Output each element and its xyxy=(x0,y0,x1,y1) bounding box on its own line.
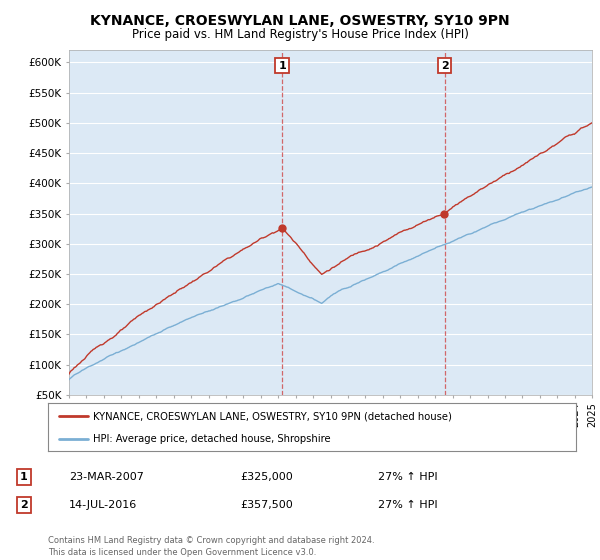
Text: KYNANCE, CROESWYLAN LANE, OSWESTRY, SY10 9PN: KYNANCE, CROESWYLAN LANE, OSWESTRY, SY10… xyxy=(90,14,510,28)
Text: £325,000: £325,000 xyxy=(240,472,293,482)
Text: 23-MAR-2007: 23-MAR-2007 xyxy=(69,472,144,482)
Text: KYNANCE, CROESWYLAN LANE, OSWESTRY, SY10 9PN (detached house): KYNANCE, CROESWYLAN LANE, OSWESTRY, SY10… xyxy=(93,411,452,421)
Text: Price paid vs. HM Land Registry's House Price Index (HPI): Price paid vs. HM Land Registry's House … xyxy=(131,28,469,41)
Text: HPI: Average price, detached house, Shropshire: HPI: Average price, detached house, Shro… xyxy=(93,434,331,444)
Text: 1: 1 xyxy=(20,472,28,482)
Text: 14-JUL-2016: 14-JUL-2016 xyxy=(69,500,137,510)
Text: 27% ↑ HPI: 27% ↑ HPI xyxy=(378,500,437,510)
Text: 27% ↑ HPI: 27% ↑ HPI xyxy=(378,472,437,482)
Text: 2: 2 xyxy=(441,60,449,71)
Text: 1: 1 xyxy=(278,60,286,71)
Text: 2: 2 xyxy=(20,500,28,510)
Text: £357,500: £357,500 xyxy=(240,500,293,510)
Text: Contains HM Land Registry data © Crown copyright and database right 2024.
This d: Contains HM Land Registry data © Crown c… xyxy=(48,536,374,557)
